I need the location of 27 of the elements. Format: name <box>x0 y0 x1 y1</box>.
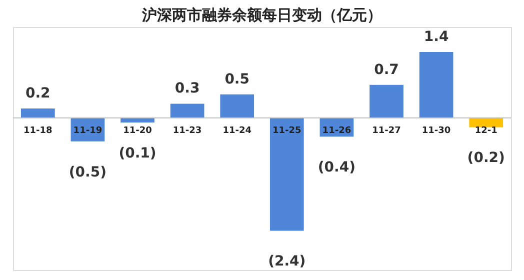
data-label: (0.5) <box>68 164 107 180</box>
x-tick-label: 12-1 <box>474 126 498 136</box>
x-tick-label: 11-19 <box>73 126 102 136</box>
data-label: (2.4) <box>268 254 306 270</box>
x-tick-label: 11-20 <box>123 126 152 136</box>
x-tick-label: 11-30 <box>422 126 451 136</box>
data-label: 0.3 <box>174 80 200 97</box>
bar <box>419 52 454 118</box>
chart-title: 沪深两市融券余额每日变动（亿元） <box>141 6 382 24</box>
data-label: 0.2 <box>25 85 50 102</box>
data-label: (0.1) <box>118 146 156 162</box>
bar <box>20 108 55 118</box>
data-label: 1.4 <box>424 29 449 46</box>
data-label: (0.4) <box>318 160 356 176</box>
data-label: 0.5 <box>224 71 250 88</box>
x-tick-label: 11-25 <box>272 126 302 136</box>
bar <box>220 94 254 118</box>
data-label: (0.2) <box>467 150 505 166</box>
data-label: 0.7 <box>374 62 399 78</box>
x-tick-label: 11-27 <box>372 126 401 136</box>
bar <box>170 104 204 118</box>
bar <box>370 84 404 118</box>
x-tick-label: 11-24 <box>222 126 252 136</box>
x-tick-label: 11-26 <box>322 126 352 136</box>
x-tick-label: 11-18 <box>24 126 52 136</box>
x-tick-label: 11-23 <box>172 126 202 136</box>
bar <box>270 118 304 231</box>
